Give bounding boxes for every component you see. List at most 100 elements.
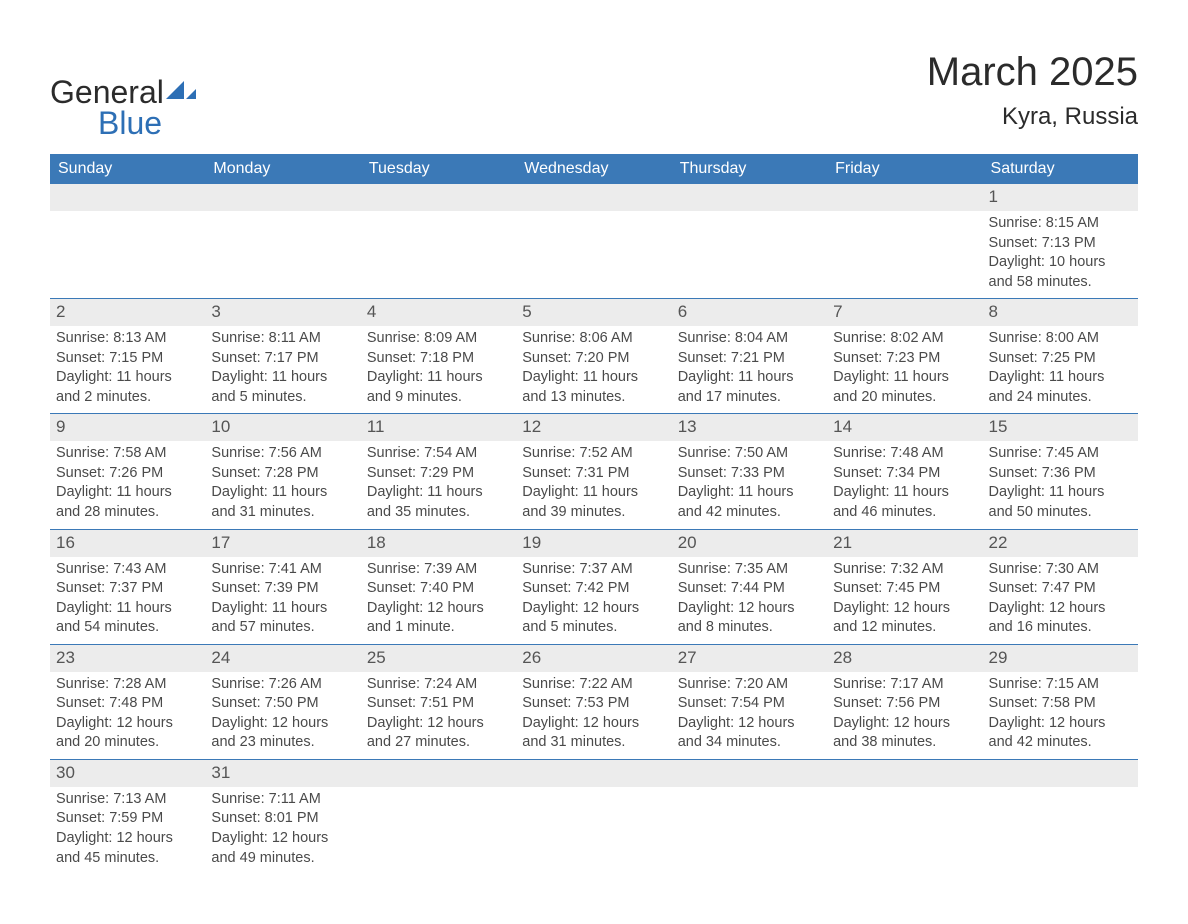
day-number	[827, 184, 982, 211]
daylight-line: Daylight: 12 hours and 8 minutes.	[678, 599, 821, 638]
day-detail: Sunrise: 8:00 AMSunset: 7:25 PMDaylight:…	[983, 326, 1138, 414]
day-number: 25	[361, 644, 516, 671]
day-header: Tuesday	[361, 154, 516, 184]
sunset-line: Sunset: 7:39 PM	[211, 579, 354, 599]
sunrise-line: Sunrise: 7:26 AM	[211, 675, 354, 695]
day-number: 13	[672, 414, 827, 441]
daylight-line: Daylight: 11 hours and 20 minutes.	[833, 368, 976, 407]
day-number: 3	[205, 299, 360, 326]
day-detail	[827, 211, 982, 299]
daylight-line: Daylight: 11 hours and 31 minutes.	[211, 483, 354, 522]
sunset-line: Sunset: 7:34 PM	[833, 464, 976, 484]
sunset-line: Sunset: 7:42 PM	[522, 579, 665, 599]
day-number: 10	[205, 414, 360, 441]
day-number	[983, 759, 1138, 786]
day-detail: Sunrise: 7:39 AMSunset: 7:40 PMDaylight:…	[361, 557, 516, 645]
sunrise-line: Sunrise: 7:30 AM	[989, 560, 1132, 580]
day-detail: Sunrise: 7:56 AMSunset: 7:28 PMDaylight:…	[205, 441, 360, 529]
sunrise-line: Sunrise: 7:54 AM	[367, 444, 510, 464]
sunrise-line: Sunrise: 7:20 AM	[678, 675, 821, 695]
sunset-line: Sunset: 7:23 PM	[833, 349, 976, 369]
day-number: 1	[983, 184, 1138, 211]
sunset-line: Sunset: 7:53 PM	[522, 694, 665, 714]
day-header-row: SundayMondayTuesdayWednesdayThursdayFrid…	[50, 154, 1138, 184]
daylight-line: Daylight: 12 hours and 27 minutes.	[367, 714, 510, 753]
day-number: 26	[516, 644, 671, 671]
sunset-line: Sunset: 7:58 PM	[989, 694, 1132, 714]
day-detail: Sunrise: 7:37 AMSunset: 7:42 PMDaylight:…	[516, 557, 671, 645]
day-number: 29	[983, 644, 1138, 671]
sunset-line: Sunset: 7:18 PM	[367, 349, 510, 369]
sunrise-line: Sunrise: 7:50 AM	[678, 444, 821, 464]
header: General Blue March 2025 Kyra, Russia	[50, 50, 1138, 142]
sunrise-line: Sunrise: 7:11 AM	[211, 790, 354, 810]
day-number: 28	[827, 644, 982, 671]
sunset-line: Sunset: 7:56 PM	[833, 694, 976, 714]
day-header: Saturday	[983, 154, 1138, 184]
day-header: Thursday	[672, 154, 827, 184]
sunrise-line: Sunrise: 7:43 AM	[56, 560, 199, 580]
daylight-line: Daylight: 11 hours and 54 minutes.	[56, 599, 199, 638]
sunset-line: Sunset: 7:28 PM	[211, 464, 354, 484]
logo-shape-icon	[166, 74, 196, 111]
daylight-line: Daylight: 11 hours and 17 minutes.	[678, 368, 821, 407]
daylight-line: Daylight: 11 hours and 5 minutes.	[211, 368, 354, 407]
day-number	[516, 184, 671, 211]
logo: General Blue	[50, 74, 196, 142]
day-detail: Sunrise: 7:32 AMSunset: 7:45 PMDaylight:…	[827, 557, 982, 645]
day-detail: Sunrise: 7:13 AMSunset: 7:59 PMDaylight:…	[50, 787, 205, 874]
sunrise-line: Sunrise: 8:09 AM	[367, 329, 510, 349]
month-title: March 2025	[927, 50, 1138, 95]
day-detail	[361, 787, 516, 874]
daylight-line: Daylight: 11 hours and 46 minutes.	[833, 483, 976, 522]
day-detail: Sunrise: 7:41 AMSunset: 7:39 PMDaylight:…	[205, 557, 360, 645]
day-number	[672, 759, 827, 786]
sunrise-line: Sunrise: 7:13 AM	[56, 790, 199, 810]
sunset-line: Sunset: 7:59 PM	[56, 809, 199, 829]
sunrise-line: Sunrise: 8:11 AM	[211, 329, 354, 349]
day-detail: Sunrise: 8:04 AMSunset: 7:21 PMDaylight:…	[672, 326, 827, 414]
sunset-line: Sunset: 7:54 PM	[678, 694, 821, 714]
day-detail: Sunrise: 8:13 AMSunset: 7:15 PMDaylight:…	[50, 326, 205, 414]
day-detail: Sunrise: 8:15 AMSunset: 7:13 PMDaylight:…	[983, 211, 1138, 299]
day-number: 30	[50, 759, 205, 786]
daylight-line: Daylight: 11 hours and 24 minutes.	[989, 368, 1132, 407]
week-detail-row: Sunrise: 7:43 AMSunset: 7:37 PMDaylight:…	[50, 557, 1138, 645]
sunset-line: Sunset: 7:13 PM	[989, 234, 1132, 254]
day-detail: Sunrise: 7:11 AMSunset: 8:01 PMDaylight:…	[205, 787, 360, 874]
day-detail	[516, 787, 671, 874]
week-daynum-row: 23242526272829	[50, 644, 1138, 671]
sunset-line: Sunset: 7:26 PM	[56, 464, 199, 484]
daylight-line: Daylight: 11 hours and 2 minutes.	[56, 368, 199, 407]
day-header: Sunday	[50, 154, 205, 184]
sunrise-line: Sunrise: 7:28 AM	[56, 675, 199, 695]
day-number: 27	[672, 644, 827, 671]
day-detail: Sunrise: 7:50 AMSunset: 7:33 PMDaylight:…	[672, 441, 827, 529]
day-number: 11	[361, 414, 516, 441]
sunset-line: Sunset: 7:44 PM	[678, 579, 821, 599]
day-number	[672, 184, 827, 211]
day-number: 21	[827, 529, 982, 556]
day-number	[516, 759, 671, 786]
day-number: 20	[672, 529, 827, 556]
week-detail-row: Sunrise: 8:13 AMSunset: 7:15 PMDaylight:…	[50, 326, 1138, 414]
day-detail: Sunrise: 7:48 AMSunset: 7:34 PMDaylight:…	[827, 441, 982, 529]
sunrise-line: Sunrise: 7:39 AM	[367, 560, 510, 580]
day-header: Wednesday	[516, 154, 671, 184]
location: Kyra, Russia	[927, 103, 1138, 131]
day-detail: Sunrise: 8:06 AMSunset: 7:20 PMDaylight:…	[516, 326, 671, 414]
day-number: 4	[361, 299, 516, 326]
sunset-line: Sunset: 7:29 PM	[367, 464, 510, 484]
day-detail: Sunrise: 7:28 AMSunset: 7:48 PMDaylight:…	[50, 672, 205, 760]
calendar-table: SundayMondayTuesdayWednesdayThursdayFrid…	[50, 154, 1138, 874]
day-detail: Sunrise: 7:43 AMSunset: 7:37 PMDaylight:…	[50, 557, 205, 645]
day-number: 31	[205, 759, 360, 786]
sunset-line: Sunset: 7:36 PM	[989, 464, 1132, 484]
day-number: 7	[827, 299, 982, 326]
day-detail: Sunrise: 7:52 AMSunset: 7:31 PMDaylight:…	[516, 441, 671, 529]
sunset-line: Sunset: 7:50 PM	[211, 694, 354, 714]
sunrise-line: Sunrise: 8:02 AM	[833, 329, 976, 349]
sunrise-line: Sunrise: 7:52 AM	[522, 444, 665, 464]
sunset-line: Sunset: 7:25 PM	[989, 349, 1132, 369]
sunset-line: Sunset: 7:37 PM	[56, 579, 199, 599]
